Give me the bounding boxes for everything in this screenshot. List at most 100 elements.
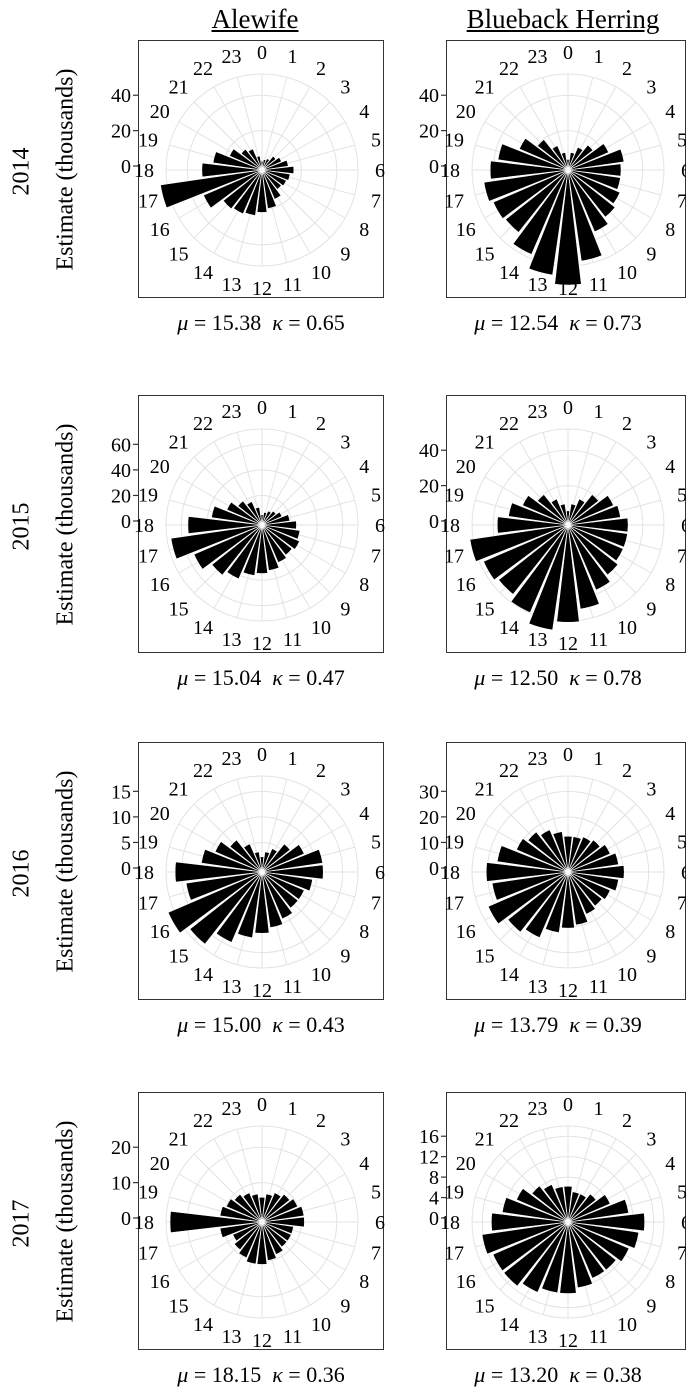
- hour-tick-label: 23: [222, 401, 242, 423]
- hour-tick-label: 15: [169, 945, 189, 967]
- stats-label: μ = 15.38 κ = 0.65: [177, 310, 344, 336]
- y-tick-label: 12: [419, 1147, 439, 1169]
- hour-tick-label: 3: [646, 77, 656, 99]
- hour-tick-label: 20: [150, 456, 170, 478]
- hour-tick-label: 7: [371, 546, 381, 568]
- hour-tick-label: 19: [444, 130, 464, 152]
- y-tick-label: 0: [429, 1208, 439, 1230]
- hour-tick-label: 12: [252, 278, 272, 300]
- hour-tick-label: 10: [311, 1314, 331, 1336]
- hour-tick-label: 19: [444, 1182, 464, 1204]
- hour-tick-label: 3: [646, 1129, 656, 1151]
- hour-tick-label: 1: [288, 46, 298, 68]
- hour-tick-label: 8: [359, 574, 369, 596]
- stats-label: μ = 13.20 κ = 0.38: [474, 1362, 641, 1388]
- year-label: 2017: [9, 1194, 36, 1254]
- hour-tick-label: 7: [677, 191, 686, 213]
- hour-tick-label: 3: [340, 1129, 350, 1151]
- hour-tick-label: 16: [456, 1271, 476, 1293]
- hour-tick-label: 22: [499, 58, 519, 80]
- y-tick-label: 0: [121, 858, 131, 880]
- hour-tick-label: 17: [138, 1243, 158, 1265]
- mu-value: 15.00: [212, 1012, 262, 1037]
- hour-tick-label: 3: [340, 77, 350, 99]
- kappa-value: 0.65: [306, 310, 345, 335]
- mu-value: 13.20: [509, 1362, 559, 1387]
- hour-tick-label: 14: [499, 1314, 519, 1336]
- hour-tick-label: 14: [499, 262, 519, 284]
- y-tick-label: 20: [419, 476, 439, 498]
- hour-tick-label: 17: [444, 191, 464, 213]
- hour-tick-label: 10: [617, 964, 637, 986]
- hour-tick-label: 6: [375, 515, 385, 537]
- hour-tick-label: 1: [594, 401, 604, 423]
- y-tick-label: 40: [419, 440, 439, 462]
- hour-tick-label: 14: [193, 964, 213, 986]
- hour-tick-label: 20: [150, 803, 170, 825]
- y-tick-label: 20: [111, 121, 131, 143]
- hour-tick-label: 11: [589, 274, 608, 296]
- hour-tick-label: 11: [283, 1326, 302, 1348]
- hour-tick-label: 23: [528, 748, 548, 770]
- grid-spoke: [262, 432, 287, 525]
- hour-tick-label: 14: [193, 262, 213, 284]
- hour-tick-label: 13: [528, 1326, 548, 1348]
- hour-tick-label: 23: [528, 1098, 548, 1120]
- hour-tick-label: 13: [222, 274, 242, 296]
- kappa-value: 0.47: [306, 665, 345, 690]
- hour-tick-label: 15: [475, 1295, 495, 1317]
- hour-tick-label: 17: [138, 546, 158, 568]
- hour-tick-label: 2: [316, 58, 326, 80]
- hour-tick-label: 22: [193, 413, 213, 435]
- polar-bar-chart: 0 123456789101112131415161718192021222304…: [396, 1092, 686, 1354]
- polar-bar-chart: 0 123456789101112131415161718192021222302…: [88, 395, 384, 657]
- y-tick-label: 0: [121, 156, 131, 178]
- hour-tick-label: 20: [456, 803, 476, 825]
- stats-label: μ = 12.54 κ = 0.73: [474, 310, 641, 336]
- hour-tick-label: 21: [169, 432, 189, 454]
- kappa-value: 0.39: [603, 1012, 642, 1037]
- kappa-value: 0.73: [603, 310, 642, 335]
- hour-tick-label: 10: [311, 964, 331, 986]
- y-tick-label: 0: [429, 156, 439, 178]
- hour-tick-label: 16: [150, 1271, 170, 1293]
- kappa-value: 0.38: [603, 1362, 642, 1387]
- y-tick-label: 40: [111, 460, 131, 482]
- mu-value: 12.50: [509, 665, 559, 690]
- hour-tick-label: 18: [134, 515, 154, 537]
- mu-symbol: μ: [177, 310, 188, 335]
- hour-tick-label: 3: [646, 779, 656, 801]
- y-tick-label: 40: [419, 85, 439, 107]
- hour-tick-label: 19: [138, 130, 158, 152]
- hour-tick-label: 2: [622, 760, 632, 782]
- hour-tick-label: 2: [316, 413, 326, 435]
- hour-tick-label: 7: [371, 893, 381, 915]
- hour-tick-label: 21: [169, 779, 189, 801]
- hour-tick-label: 7: [677, 1243, 686, 1265]
- hour-tick-label: 15: [475, 243, 495, 265]
- hour-tick-label: 18: [440, 160, 460, 182]
- hour-tick-label: 16: [456, 921, 476, 943]
- hour-tick-label: 12: [558, 633, 578, 655]
- hour-tick-label: 12: [558, 278, 578, 300]
- hour-tick-label: 19: [444, 832, 464, 854]
- hour-tick-label: 11: [589, 629, 608, 651]
- hour-tick-label: 18: [134, 862, 154, 884]
- year-label: 2015: [9, 497, 36, 557]
- year-label: 2016: [9, 844, 36, 904]
- hour-tick-label: 6: [681, 1212, 686, 1234]
- hour-tick-label: 6: [681, 862, 686, 884]
- hour-tick-label: 11: [283, 629, 302, 651]
- hour-tick-label: 6: [375, 160, 385, 182]
- y-tick-label: 0: [429, 511, 439, 533]
- hour-tick-label: 2: [622, 1110, 632, 1132]
- kappa-symbol: κ: [569, 1362, 580, 1387]
- hour-tick-label: 20: [456, 456, 476, 478]
- hour-tick-label: 18: [440, 515, 460, 537]
- hour-tick-label: 18: [134, 1212, 154, 1234]
- hour-tick-label: 3: [340, 779, 350, 801]
- hour-tick-label: 0: [563, 1094, 573, 1116]
- y-tick-label: 10: [111, 807, 131, 829]
- hour-tick-label: 6: [681, 515, 686, 537]
- hour-tick-label: 8: [665, 219, 675, 241]
